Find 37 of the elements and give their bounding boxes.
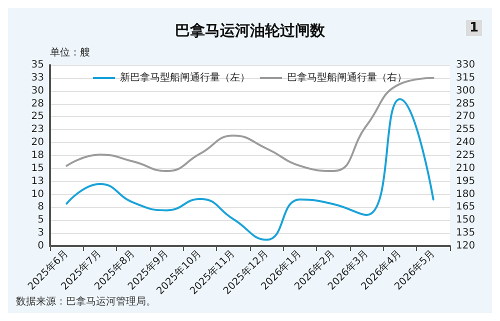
y-tick-label: 8	[38, 202, 44, 213]
y2-tick-label: 300	[456, 85, 476, 96]
y-tick-label: 5	[38, 214, 44, 226]
source-note: 数据来源：巴拿马运河管理局。	[16, 296, 156, 308]
y2-tick-label: 285	[456, 98, 476, 110]
y-tick-label: 10	[31, 188, 44, 200]
legend-label: 新巴拿马型船闸通行量（左）	[120, 72, 250, 84]
y-tick-label: 15	[31, 162, 44, 174]
y2-tick-label: 120	[456, 240, 476, 252]
legend-label: 巴拿马型船闸通行量（右）	[287, 72, 407, 84]
y2-tick-label: 255	[456, 124, 476, 136]
y-tick-label: 30	[31, 85, 44, 96]
y2-tick-label: 225	[456, 150, 476, 161]
text: 1	[469, 20, 479, 36]
y2-tick-label: 135	[456, 228, 476, 239]
y-tick-label: 35	[31, 60, 44, 70]
chart-title: 巴拿马运河油轮过闸数	[175, 22, 326, 40]
y-tick-label: 3	[38, 228, 44, 239]
y2-tick-label: 180	[456, 188, 476, 200]
y2-tick-label: 210	[456, 162, 476, 174]
y2-tick-label: 240	[456, 137, 476, 148]
y-tick-label: 18	[31, 150, 44, 161]
y2-tick-label: 195	[456, 176, 476, 187]
y-tick-label: 20	[31, 137, 44, 148]
y2-tick-label: 270	[456, 111, 476, 122]
y-tick-label: 23	[31, 124, 44, 136]
y-axis-title: 单位：艘	[50, 46, 90, 58]
y-tick-label: 33	[31, 72, 44, 84]
y2-tick-label: 165	[456, 202, 476, 213]
y-tick-label: 28	[31, 98, 44, 110]
line-series	[66, 98, 434, 241]
y-tick-label: 13	[31, 176, 44, 187]
y-tick-label: 25	[31, 111, 44, 122]
y2-tick-label: 330	[456, 60, 476, 70]
y-tick-label: 0	[38, 240, 44, 252]
y2-tick-label: 315	[456, 72, 476, 84]
y2-tick-label: 150	[456, 214, 476, 226]
